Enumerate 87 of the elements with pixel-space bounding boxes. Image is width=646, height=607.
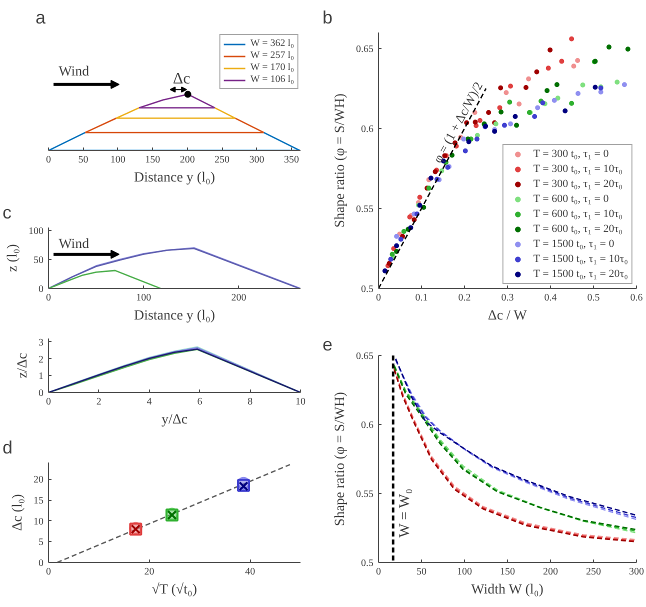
- x-tick-label: 8: [248, 396, 253, 408]
- y-tick-label: 0.6: [361, 124, 374, 135]
- x-tick-label: 0: [46, 566, 51, 578]
- y-tick-label: 0.6: [361, 420, 374, 431]
- x-tick-label: 0: [46, 154, 51, 166]
- x-tick-label: 0.3: [501, 292, 514, 304]
- legend-label: T = 1500 t₀, τ₁ = 10τ₀: [533, 253, 628, 265]
- x-tick-label: 0.2: [458, 292, 471, 304]
- legend-label: T = 300 t₀, τ₁ = 0: [533, 148, 609, 160]
- legend-label: W = 257 l₀: [250, 50, 294, 61]
- x-tick-label: 50: [416, 566, 426, 578]
- legend-label: W = 106 l₀: [250, 74, 294, 85]
- x-tick-label: 0.1: [415, 292, 428, 304]
- y-tick-label: 50: [34, 254, 44, 266]
- x-tick-label: 150: [500, 566, 515, 578]
- y-tick-label: 10: [34, 516, 44, 528]
- y-axis-title: z (l₀): [6, 244, 20, 272]
- x-tick-label: 200: [543, 566, 558, 578]
- x-tick-label: 250: [214, 154, 230, 166]
- x-tick-label: 300: [249, 154, 264, 166]
- y-tick-label: 2: [38, 354, 44, 366]
- y-tick-label: 0.55: [356, 204, 374, 215]
- y-axis-title: z/Δc: [16, 352, 30, 378]
- y-axis-title: Shape ratio (φ = S/WH): [333, 93, 348, 228]
- x-tick-label: 4: [146, 396, 152, 408]
- y-tick-label: 5: [38, 537, 44, 548]
- y-axis-title: Δc (l₀): [10, 494, 26, 531]
- x-axis-title: Distance y (l₀): [134, 170, 216, 186]
- x-tick-label: 100: [110, 154, 126, 166]
- legend-label: T = 600 t₀, τ₁ = 10τ₀: [533, 208, 622, 220]
- x-tick-label: 200: [231, 292, 246, 304]
- x-axis-title: √T (√t₀): [152, 582, 198, 598]
- legend-label: T = 300 t₀, τ₁ = 10τ₀: [533, 163, 622, 175]
- legend-label: T = 300 t₀, τ₁ = 20τ₀: [533, 178, 622, 190]
- y-tick-label: 0.65: [356, 44, 374, 55]
- legend-label: T = 600 t₀, τ₁ = 0: [533, 193, 609, 205]
- annotation: Δc: [172, 70, 190, 88]
- x-tick-label: 50: [78, 154, 88, 166]
- y-tick-label: 3: [38, 337, 44, 348]
- x-tick-label: 300: [629, 566, 644, 578]
- chart-title: c: [2, 202, 12, 222]
- legend-label: W = 362 l₀: [250, 38, 294, 49]
- x-tick-label: 350: [284, 154, 299, 166]
- x-tick-label: 250: [586, 566, 601, 578]
- chart-title: d: [2, 438, 13, 458]
- y-tick-label: 15: [34, 496, 44, 506]
- chart-title: a: [36, 8, 46, 28]
- x-tick-label: 10: [296, 396, 306, 408]
- x-axis-title: y/Δc: [161, 412, 188, 428]
- y-tick-label: 0: [38, 388, 44, 399]
- x-tick-label: 0.6: [630, 292, 643, 304]
- legend-label: W = 170 l₀: [250, 62, 294, 73]
- y-tick-label: 1: [38, 371, 44, 382]
- legend-label: T = 1500 t₀, τ₁ = 0: [533, 238, 614, 250]
- x-axis-title: Distance y (l₀): [134, 308, 216, 324]
- x-tick-label: 0.4: [544, 292, 557, 304]
- x-tick-label: 150: [145, 154, 160, 166]
- x-tick-label: 0: [376, 566, 381, 578]
- x-tick-label: 2: [96, 396, 102, 408]
- y-tick-label: 0: [38, 284, 44, 295]
- x-tick-label: 0: [376, 292, 381, 304]
- x-tick-label: 0: [46, 396, 51, 408]
- text: Wind: [58, 64, 90, 80]
- y-tick-label: 0.65: [356, 351, 374, 362]
- y-tick-label: 0.5: [361, 284, 374, 295]
- annotation: Wind: [58, 236, 90, 252]
- legend-label: T = 1500 t₀, τ₁ = 20τ₀: [533, 268, 628, 280]
- x-tick-label: 20: [144, 566, 154, 578]
- x-tick-label: 100: [136, 292, 152, 304]
- x-tick-label: 40: [245, 566, 256, 578]
- legend-label: T = 600 t₀, τ₁ = 20τ₀: [533, 223, 622, 235]
- y-tick-label: 100: [28, 226, 44, 237]
- x-tick-label: 6: [197, 396, 202, 408]
- x-tick-label: 200: [180, 154, 195, 166]
- x-axis-title: Δc / W: [488, 308, 528, 324]
- y-axis-title: Shape ratio (φ = S/WH): [333, 392, 348, 526]
- chart-title: b: [322, 8, 333, 28]
- x-tick-label: 0: [46, 292, 51, 304]
- x-axis-title: Width W (l₀): [471, 582, 544, 598]
- x-tick-label: 100: [457, 566, 472, 578]
- x-tick-label: 0.5: [587, 292, 600, 304]
- chart-title: e: [322, 334, 333, 354]
- y-tick-label: 20: [34, 474, 44, 486]
- y-tick-label: 0.55: [356, 489, 374, 500]
- ref-line-label: W = W₀: [397, 488, 414, 538]
- y-tick-label: 0: [38, 558, 44, 569]
- y-tick-label: 0.5: [361, 558, 374, 569]
